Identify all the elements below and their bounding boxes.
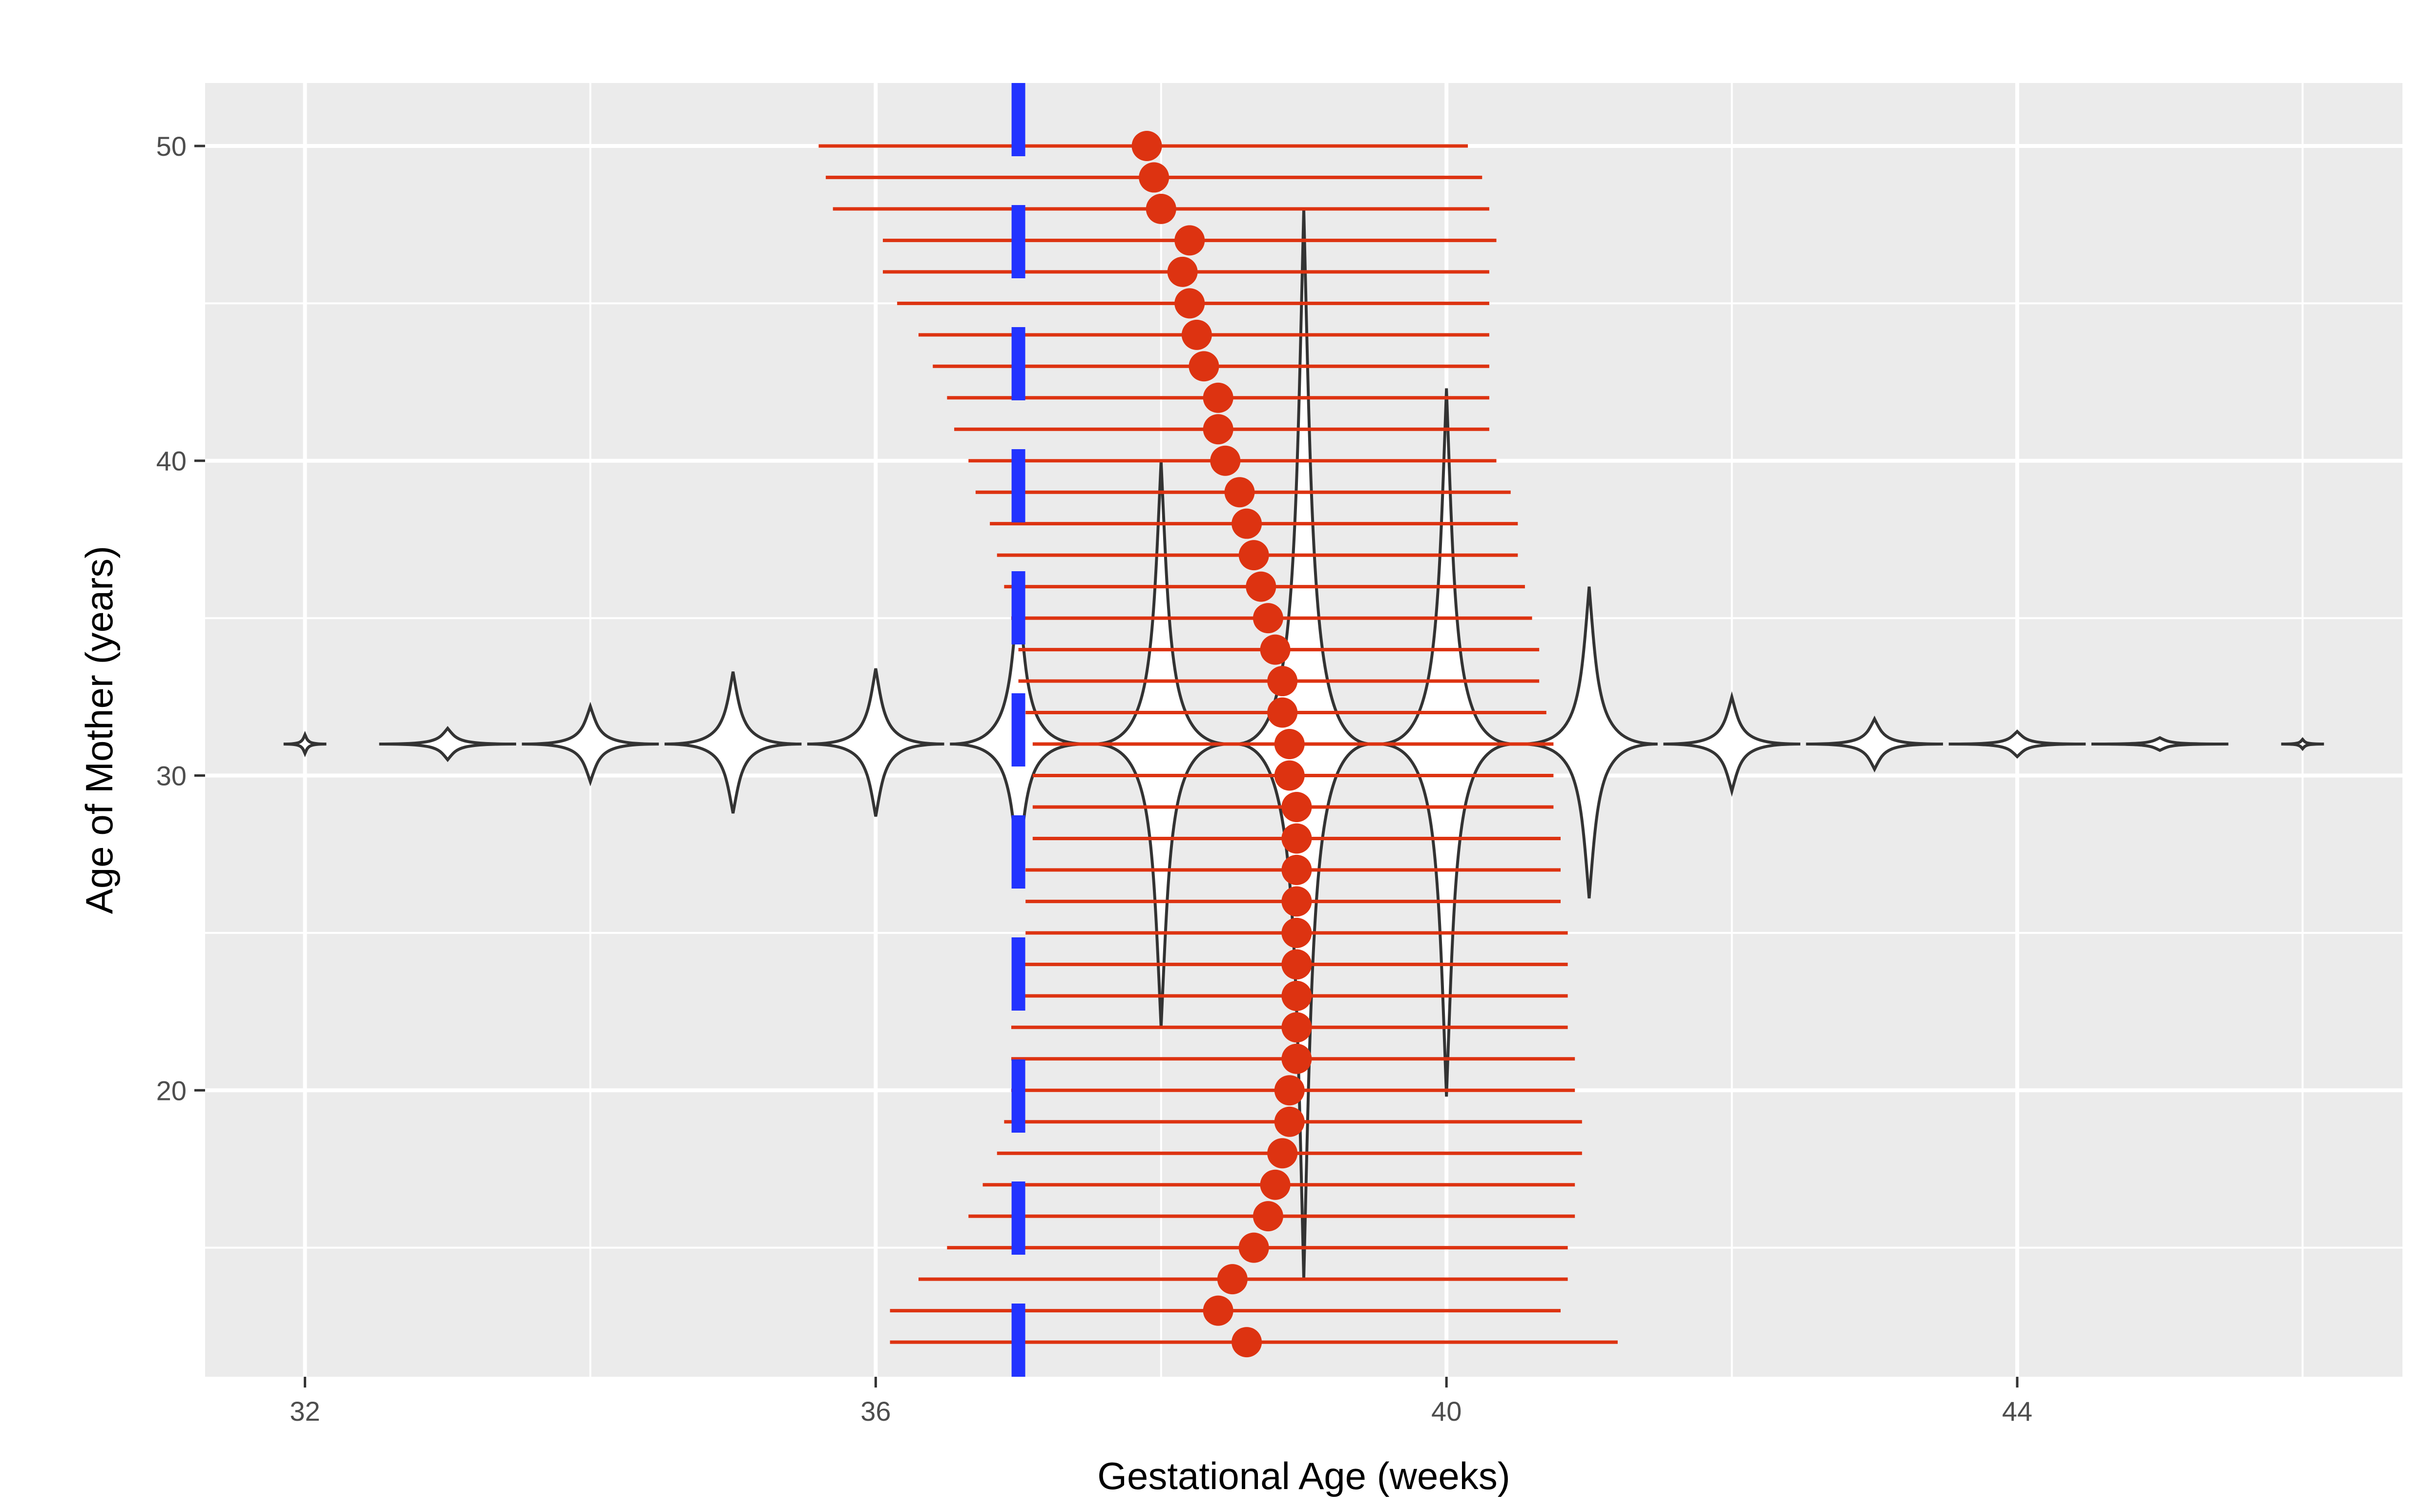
data-point: [1238, 1232, 1269, 1263]
data-point: [1232, 1327, 1262, 1358]
data-point: [1139, 162, 1169, 193]
violin-shape: [1521, 586, 1658, 899]
data-point: [1281, 1012, 1312, 1043]
y-axis-title: Age of Mother (years): [78, 546, 121, 914]
data-point: [1174, 225, 1205, 256]
data-point: [1167, 256, 1198, 287]
violin-shape: [379, 726, 517, 763]
y-tick-label: 20: [156, 1075, 187, 1106]
data-point: [1146, 193, 1176, 224]
data-point: [1274, 729, 1305, 760]
data-point: [1281, 1043, 1312, 1074]
point-layer: [1131, 130, 1312, 1358]
data-point: [1224, 477, 1255, 508]
data-point: [1260, 1169, 1291, 1200]
x-tick-label: 40: [1431, 1396, 1462, 1427]
data-point: [1260, 634, 1291, 665]
data-point: [1267, 1138, 1298, 1169]
data-point: [1181, 319, 1212, 350]
data-point: [1238, 540, 1269, 571]
data-point: [1267, 697, 1298, 728]
data-point: [1281, 791, 1312, 822]
data-point: [1281, 949, 1312, 980]
y-tick-label: 40: [156, 446, 187, 476]
data-point: [1189, 351, 1219, 382]
data-point: [1203, 382, 1233, 413]
data-point: [1203, 1295, 1233, 1326]
data-point: [1203, 414, 1233, 445]
data-point: [1274, 760, 1305, 791]
data-point: [1281, 854, 1312, 885]
data-point: [1267, 666, 1298, 697]
x-tick-label: 36: [860, 1396, 891, 1427]
data-point: [1246, 571, 1276, 602]
data-point: [1274, 1106, 1305, 1137]
y-tick-label: 50: [156, 131, 187, 162]
x-axis-title: Gestational Age (weeks): [1097, 1454, 1510, 1497]
data-point: [1281, 980, 1312, 1011]
data-point: [1232, 508, 1262, 539]
violin-shape: [1663, 691, 1800, 797]
x-tick-label: 44: [2002, 1396, 2032, 1427]
data-point: [1253, 1201, 1283, 1232]
data-point: [1217, 1264, 1248, 1295]
data-point: [1174, 288, 1205, 319]
data-point: [1281, 886, 1312, 917]
data-point: [1253, 603, 1283, 634]
data-point: [1274, 1075, 1305, 1106]
violin-shape: [1806, 715, 1943, 773]
x-tick-label: 32: [290, 1396, 320, 1427]
data-point: [1281, 917, 1312, 948]
data-point: [1281, 823, 1312, 854]
data-point: [1131, 130, 1162, 161]
data-point: [1210, 445, 1241, 476]
y-tick-label: 30: [156, 760, 187, 791]
axis-layer: 32 36 40 44 20 30 40 50: [156, 131, 2032, 1427]
violin-shape: [522, 702, 659, 787]
